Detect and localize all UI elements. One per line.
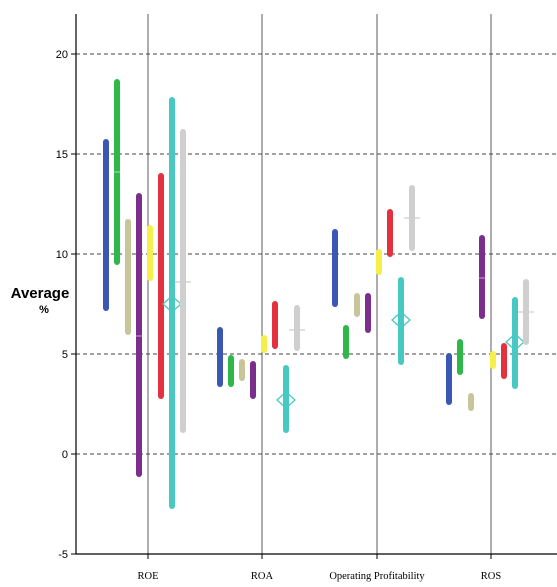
y-axis-label: Average	[10, 285, 70, 302]
y-tick-label: 0	[62, 449, 68, 461]
x-tick-label: Operating Profitability	[329, 571, 425, 582]
y-tick-label: -5	[58, 549, 68, 561]
mean-diamond-marker	[162, 295, 182, 313]
x-tick-label: ROA	[251, 571, 274, 582]
y-tick-label: 10	[56, 249, 68, 261]
mean-diamond-marker	[276, 391, 296, 409]
y-axis-unit: %	[39, 304, 49, 316]
mean-diamond-marker	[505, 333, 525, 351]
x-tick-label: ROE	[138, 571, 159, 582]
mean-diamond-marker	[391, 311, 411, 329]
y-tick-label: 20	[56, 49, 68, 61]
x-tick-label: ROS	[481, 571, 502, 582]
y-tick-label: 5	[62, 349, 68, 361]
y-tick-label: 15	[56, 149, 68, 161]
